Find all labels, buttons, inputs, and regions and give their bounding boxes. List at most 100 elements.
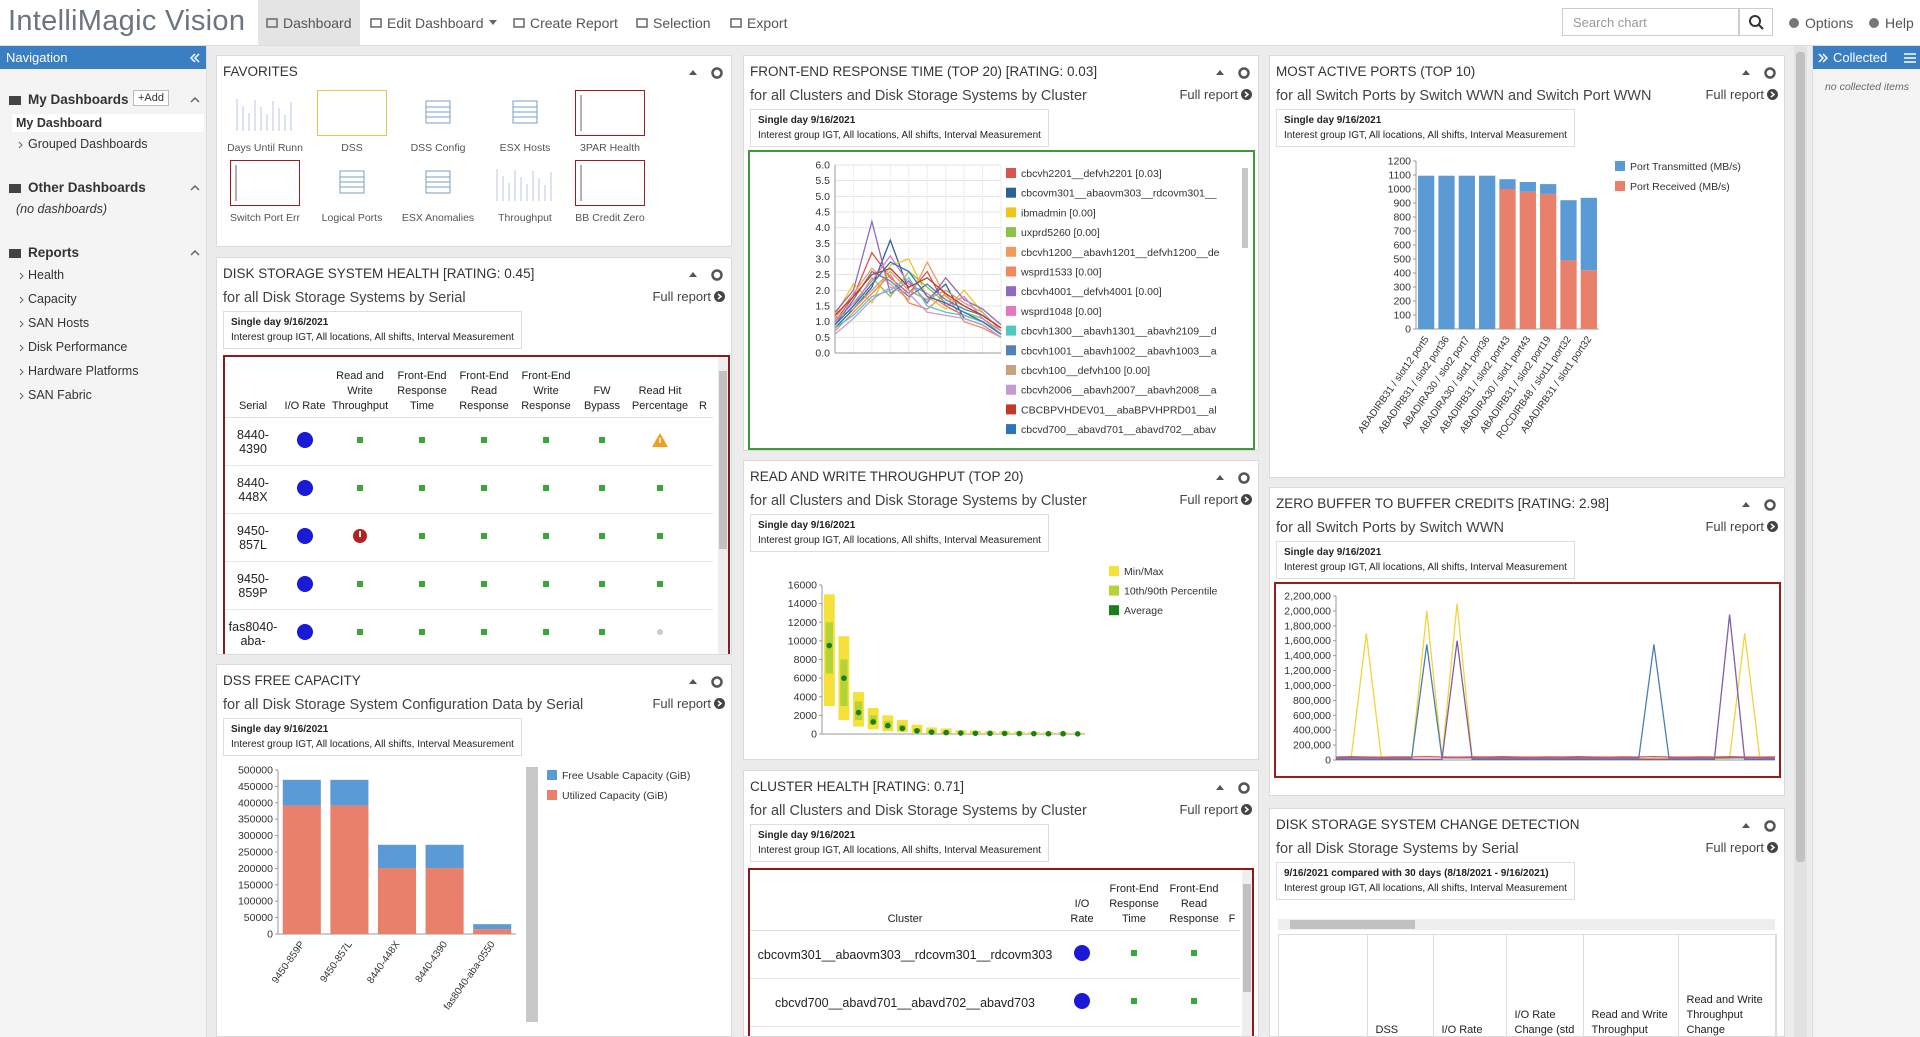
icon [9,95,21,105]
full-report-link[interactable]: Full report [652,696,725,711]
info-line: Interest group IGT, All locations, All s… [1284,883,1567,894]
horizontal-scrollbar-thumb[interactable] [1290,920,1415,929]
average-dot [1060,730,1066,737]
status-icon [357,437,363,443]
favorite-label[interactable]: ESX Hosts [499,142,551,154]
y-tick-label: 1,400,000 [1284,650,1331,662]
status-cell [281,417,329,466]
legend-swatch [547,770,557,780]
y-tick-label: 4.5 [815,207,830,219]
average-dot [1001,730,1008,737]
favorite-label[interactable]: Logical Ports [321,212,383,224]
menu-button[interactable]: Create Report [505,0,626,45]
icon [580,95,582,131]
full-report-label: Full report [1179,492,1238,507]
average-dot [841,675,847,681]
y-tick-label: 300000 [238,830,273,842]
bar-segment [473,929,512,934]
favorite-thumbnail[interactable] [403,160,473,206]
table-header-row: Serial I/O Rate Read and Write Throughput F… [225,357,713,418]
status-cell [1224,930,1240,979]
y-tick-label: 5.0 [815,191,830,203]
row-label: 8440-4390 [225,417,281,466]
y-tick-label: 350000 [238,814,273,826]
favorite-thumbnail[interactable] [490,160,560,206]
table-row: 8440-4390 [225,417,713,466]
y-tick-label: 600,000 [1293,710,1331,722]
top-link[interactable]: Help [1860,0,1920,45]
favorite-thumbnail[interactable] [490,90,560,136]
nav-item[interactable]: SAN Hosts [28,316,90,330]
icon [636,17,648,28]
page-scrollbar-thumb[interactable] [1796,52,1805,862]
full-report-link[interactable]: Full report [1179,802,1252,817]
legend-label: cbcvd700__abavd701__abavd702__abav [1021,424,1217,436]
nav-item[interactable]: SAN Fabric [28,388,92,402]
panel: 0 200,000 400,000 600,000 800,000 1,000,000 1,… [1269,487,1785,796]
favorite-thumbnail[interactable] [575,90,645,136]
full-report-link[interactable]: Full report [1179,87,1252,102]
full-report-link[interactable]: Full report [1705,519,1778,534]
full-report-link[interactable]: Full report [1705,87,1778,102]
nav-item[interactable]: My Dashboard [12,114,204,132]
favorite-label[interactable]: Days Until Runn [227,142,303,154]
nav-item[interactable]: Capacity [28,292,77,306]
icon [657,485,663,491]
icon-shape [1244,91,1250,98]
legend-label: ibmadmin [0.00] [1021,207,1096,219]
favorite-thumbnail[interactable] [575,160,645,206]
icon [1131,998,1137,1004]
full-report-link[interactable]: Full report [1179,492,1252,507]
y-tick-label: 6000 [794,673,818,685]
favorite-thumbnail[interactable] [230,90,300,136]
favorite-label[interactable]: DSS [341,142,363,154]
icon-shape [1770,91,1776,98]
add-dashboard-button[interactable]: +Add [133,90,169,106]
icon [19,344,24,352]
icon-shape [1767,521,1778,532]
favorite-thumbnail[interactable] [403,90,473,136]
nav-item[interactable]: Grouped Dashboards [28,137,148,151]
info-line: Single day 9/16/2021 [758,115,856,126]
legend-swatch [1006,227,1016,238]
info-line: Interest group IGT, All locations, All s… [231,332,514,343]
nav-item[interactable]: Health [28,268,65,282]
favorite-label[interactable]: 3PAR Health [580,142,640,154]
status-icon [1131,950,1137,956]
favorite-label[interactable]: Switch Port Err [229,212,300,224]
top-link[interactable]: Options [1780,0,1861,45]
legend-label: uxprd5260 [0.00] [1021,227,1100,239]
search-box[interactable]: Search chart [1562,8,1739,36]
icon [1216,472,1250,484]
full-report-link[interactable]: Full report [652,289,725,304]
nav-item[interactable]: Disk Performance [28,340,128,354]
nav-item[interactable]: Hardware Platforms [28,364,139,378]
status-icon [599,485,605,491]
info-line: Interest group IGT, All locations, All s… [231,739,514,750]
favorite-label[interactable]: Throughput [498,212,552,224]
favorite-label[interactable]: ESX Anomalies [401,212,475,224]
favorite-thumbnail[interactable] [317,160,387,206]
chevron [19,272,24,280]
icon [19,320,24,328]
legend-swatch [547,790,557,800]
full-report-link[interactable]: Full report [1705,840,1778,855]
navigation-header: Navigation [0,46,206,69]
menu-button[interactable]: Dashboard [258,0,360,45]
legend-label: Free Usable Capacity (GiB) [562,770,690,782]
search-button[interactable] [1739,8,1773,36]
full-report-label: Full report [652,289,711,304]
menu-button[interactable]: Selection [628,0,719,45]
favorite-label[interactable]: DSS Config [410,142,466,154]
status-icon [359,531,361,537]
favorite-thumbnail[interactable] [317,90,387,136]
y-tick-label: 4000 [794,691,818,703]
menu-button[interactable]: Export [722,0,795,45]
legend-label: Port Received (MB/s) [1630,181,1730,193]
icon-shape [9,95,21,105]
favorite-thumbnail[interactable] [230,160,300,206]
panel-title: ZERO BUFFER TO BUFFER CREDITS [RATING: 2… [1276,496,1610,511]
favorite-label[interactable]: BB Credit Zero [575,212,645,224]
menu-button[interactable]: Edit Dashboard [362,0,505,45]
icon [1241,804,1252,815]
